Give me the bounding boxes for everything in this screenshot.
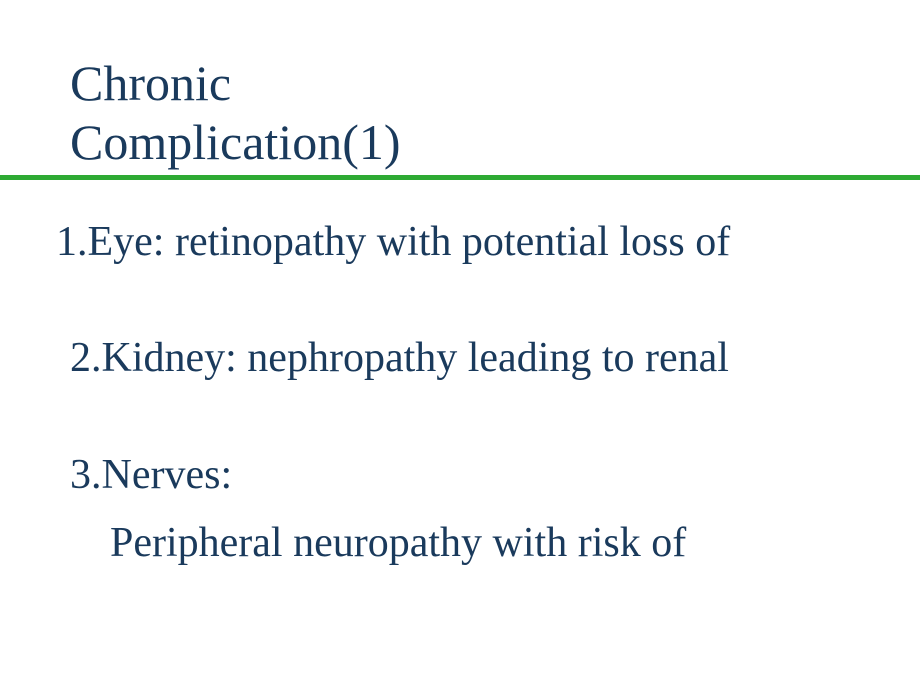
list-item-3-head: 3.Nerves:: [70, 451, 880, 499]
list-item-2: 2.Kidney: nephropathy leading to renal: [70, 334, 880, 382]
list-item-1: 1.Eye: retinopathy with potential loss o…: [56, 218, 880, 266]
title-line-1: Chronic: [70, 55, 231, 111]
slide: Chronic Complication(1) 1.Eye: retinopat…: [0, 0, 920, 690]
title-underline: [0, 175, 920, 180]
title-line-2: Complication(1): [70, 114, 401, 170]
slide-title: Chronic Complication(1): [70, 54, 401, 172]
slide-body: 1.Eye: retinopathy with potential loss o…: [56, 218, 880, 567]
list-item-3-sub: Peripheral neuropathy with risk of: [110, 519, 880, 567]
